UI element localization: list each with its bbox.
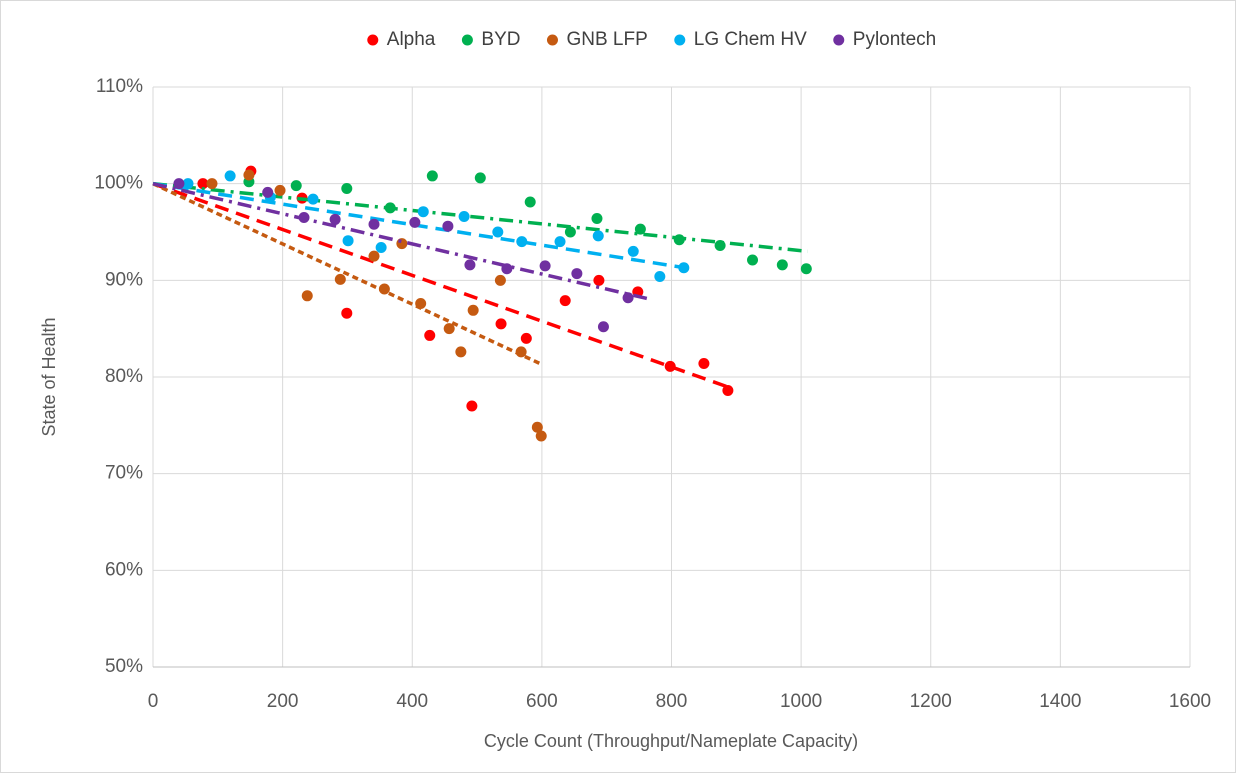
y-tick-label: 70% bbox=[105, 463, 143, 484]
point bbox=[329, 213, 341, 225]
point bbox=[597, 321, 609, 333]
point bbox=[173, 178, 185, 190]
x-tick-label: 1200 bbox=[910, 691, 952, 712]
point bbox=[197, 178, 209, 190]
point bbox=[474, 172, 486, 184]
point bbox=[368, 250, 380, 262]
point bbox=[443, 323, 455, 335]
point bbox=[341, 307, 353, 319]
point bbox=[182, 178, 194, 190]
y-axis-title: State of Health bbox=[39, 317, 59, 436]
trendline bbox=[152, 181, 808, 254]
point bbox=[466, 400, 478, 412]
point bbox=[417, 206, 429, 218]
legend-label: LG Chem HV bbox=[694, 29, 807, 50]
y-tick-label: 90% bbox=[105, 269, 143, 290]
point bbox=[524, 196, 536, 208]
point bbox=[290, 180, 302, 192]
point bbox=[747, 254, 759, 266]
x-tick-label: 0 bbox=[148, 691, 159, 712]
x-tick-label: 800 bbox=[656, 691, 688, 712]
point bbox=[334, 273, 346, 285]
point bbox=[301, 290, 313, 302]
point bbox=[243, 169, 255, 181]
point bbox=[458, 211, 470, 223]
point bbox=[592, 230, 604, 242]
point bbox=[531, 421, 543, 433]
trendline bbox=[152, 181, 692, 271]
point bbox=[654, 270, 666, 282]
y-tick-label: 60% bbox=[105, 559, 143, 580]
point bbox=[520, 332, 532, 344]
point bbox=[698, 357, 710, 369]
legend: Alpha BYD GNB LFP LG Chem HV Pylontech bbox=[367, 29, 936, 50]
trendline bbox=[152, 182, 731, 390]
point bbox=[442, 220, 454, 232]
legend-marker bbox=[367, 34, 379, 46]
point bbox=[424, 329, 436, 341]
point bbox=[368, 218, 380, 230]
legend-marker bbox=[546, 34, 558, 46]
point bbox=[494, 274, 506, 286]
legend-marker bbox=[833, 34, 845, 46]
point bbox=[593, 274, 605, 286]
point bbox=[342, 235, 354, 247]
point bbox=[206, 178, 218, 190]
point bbox=[495, 318, 507, 330]
point bbox=[776, 259, 788, 271]
x-tick-label: 400 bbox=[396, 691, 428, 712]
x-tick-label: 1600 bbox=[1169, 691, 1211, 712]
point bbox=[307, 193, 319, 205]
point bbox=[455, 346, 467, 358]
point bbox=[535, 430, 547, 442]
point bbox=[564, 226, 576, 238]
point bbox=[464, 259, 476, 271]
point bbox=[341, 183, 353, 194]
point bbox=[262, 186, 274, 198]
point bbox=[467, 304, 479, 316]
legend-label: BYD bbox=[481, 29, 520, 50]
legend-label: Pylontech bbox=[853, 29, 936, 50]
legend-marker bbox=[674, 34, 686, 46]
x-axis-title: Cycle Count (Throughput/Nameplate Capaci… bbox=[484, 731, 858, 751]
y-tick-label: 110% bbox=[96, 76, 143, 97]
legend-label: GNB LFP bbox=[566, 29, 647, 50]
trendline bbox=[152, 181, 653, 302]
point bbox=[627, 245, 639, 257]
point bbox=[539, 260, 551, 272]
point bbox=[426, 170, 438, 182]
point bbox=[375, 241, 387, 253]
point bbox=[396, 238, 408, 250]
x-tick-label: 1400 bbox=[1039, 691, 1081, 712]
x-tick-label: 1000 bbox=[780, 691, 822, 712]
point bbox=[224, 170, 236, 182]
point bbox=[591, 212, 603, 224]
point bbox=[516, 236, 528, 248]
legend-label: Alpha bbox=[387, 29, 436, 50]
point bbox=[274, 184, 286, 196]
point bbox=[622, 292, 634, 304]
legend-marker bbox=[461, 34, 473, 46]
y-tick-label: 80% bbox=[105, 366, 143, 387]
point bbox=[492, 226, 504, 238]
point bbox=[634, 223, 646, 235]
trendline bbox=[152, 182, 543, 367]
point bbox=[409, 216, 421, 228]
x-tick-label: 600 bbox=[526, 691, 558, 712]
x-tick-label: 200 bbox=[267, 691, 299, 712]
point bbox=[800, 263, 812, 275]
y-tick-label: 50% bbox=[105, 656, 143, 677]
y-tick-label: 100% bbox=[94, 173, 143, 194]
point bbox=[559, 295, 571, 307]
point bbox=[571, 268, 583, 280]
point bbox=[554, 236, 566, 248]
